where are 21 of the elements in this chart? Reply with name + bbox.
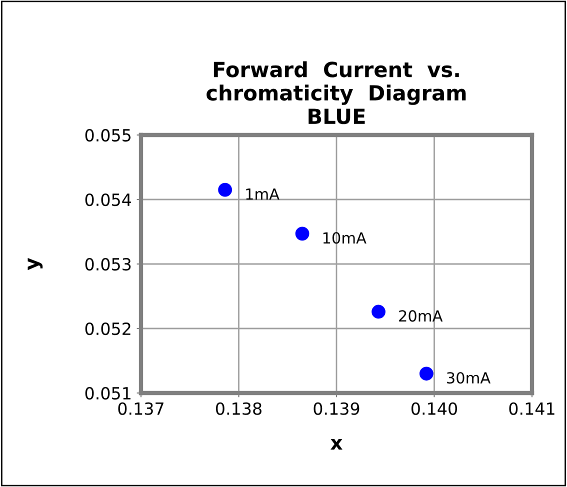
y-tick-label: 0.053 [85,258,131,271]
y-tick-label: 0.052 [85,322,130,336]
annotation: 20mA [399,310,443,322]
y-tick-label: 0.054 [85,193,132,206]
x-tick-label: 0.141 [509,402,554,415]
chart-title: Forward Current vs. chromaticity Diagram BLUE [206,61,466,124]
y-tick-label: 0.055 [85,128,131,142]
point [372,304,386,319]
x-tick-label: 0.139 [314,402,360,415]
point [295,226,310,241]
annotation: 1mA [246,188,280,200]
x-tick-label: 0.137 [118,402,164,415]
y-axis-title: y [28,258,43,270]
x-tick-label: 0.138 [216,402,262,415]
x-tick-label: 0.140 [411,402,457,415]
point [218,182,232,197]
point [419,366,434,381]
x-axis-title: x [330,438,342,450]
annotation: 10mA [323,232,366,244]
annotation: 30mA [447,372,491,384]
y-tick-label: 0.051 [85,386,130,400]
